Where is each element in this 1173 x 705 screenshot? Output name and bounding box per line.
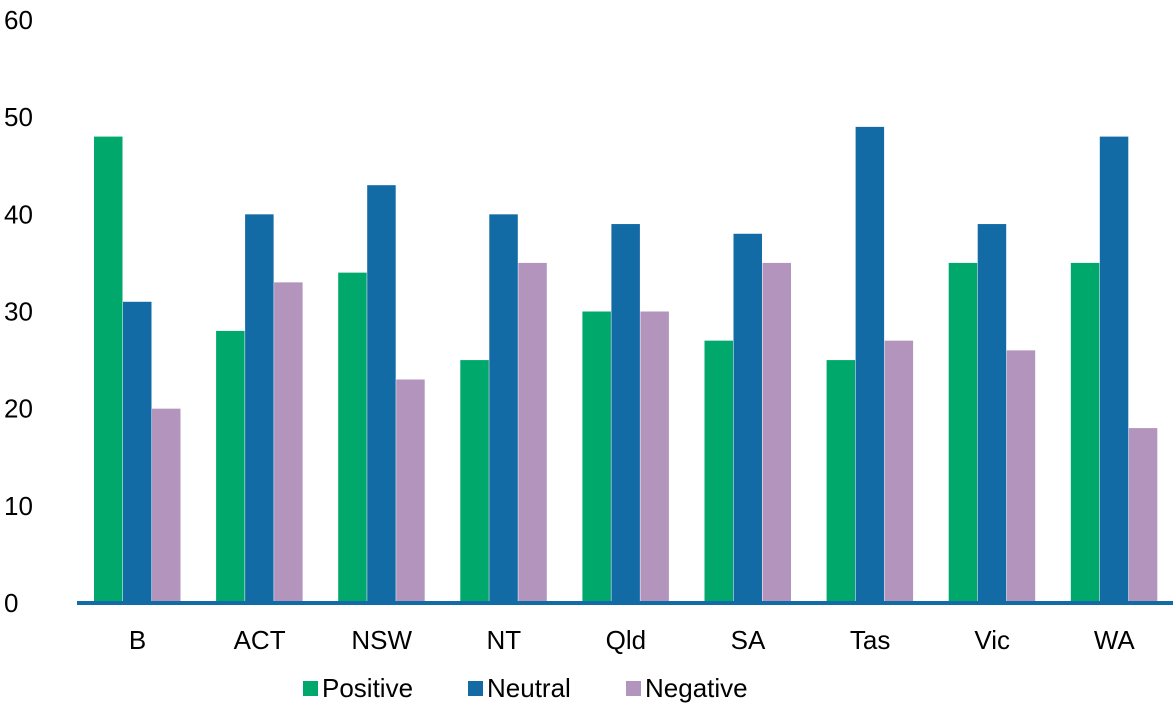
bar-neutral-tas: [855, 126, 885, 603]
y-axis-ticks: 0 10 20 30 40 50 60: [4, 5, 33, 618]
legend-item-positive: Positive: [303, 673, 413, 703]
bar-negative-act: [274, 282, 303, 603]
legend-swatch: [626, 681, 641, 696]
bar-negative-nt: [518, 262, 547, 603]
legend-swatch: [468, 681, 483, 696]
y-tick-label: 60: [4, 5, 33, 35]
bar-neutral-nsw: [367, 185, 396, 603]
y-tick-label: 10: [4, 491, 33, 521]
legend-label: Positive: [322, 673, 413, 703]
legend-label: Neutral: [487, 673, 571, 703]
y-tick-label: 50: [4, 102, 33, 132]
bar-positive-b: [94, 136, 123, 603]
bars: [94, 126, 1158, 604]
bar-positive-qld: [582, 311, 611, 603]
y-tick-label: 0: [4, 588, 18, 618]
bar-positive-wa: [1070, 262, 1100, 603]
bar-neutral-b: [123, 301, 152, 603]
legend-item-negative: Negative: [626, 673, 748, 703]
bar-negative-tas: [884, 340, 914, 603]
x-tick-label: Tas: [850, 625, 890, 655]
x-tick-label: Qld: [606, 625, 646, 655]
bar-negative-vic: [1006, 350, 1036, 603]
legend-swatch: [303, 681, 318, 696]
y-tick-label: 20: [4, 394, 33, 424]
x-tick-label: ACT: [234, 625, 286, 655]
bar-neutral-nt: [489, 214, 518, 604]
bar-negative-wa: [1128, 428, 1158, 603]
x-tick-label: B: [129, 625, 146, 655]
bar-neutral-act: [245, 214, 274, 604]
bar-positive-vic: [948, 262, 978, 603]
bar-negative-nsw: [396, 379, 425, 603]
bar-positive-act: [216, 330, 245, 603]
bar-positive-sa: [704, 340, 733, 603]
legend-item-neutral: Neutral: [468, 673, 571, 703]
x-axis-ticks: B ACT NSW NT Qld SA Tas Vic WA: [129, 625, 1136, 655]
bar-neutral-qld: [611, 224, 640, 604]
y-tick-label: 40: [4, 199, 33, 229]
x-tick-label: WA: [1094, 625, 1136, 655]
x-tick-label: NSW: [351, 625, 412, 655]
bar-negative-qld: [640, 311, 669, 603]
bar-negative-b: [152, 408, 181, 603]
y-tick-label: 30: [4, 297, 33, 327]
x-tick-label: Vic: [974, 625, 1010, 655]
bar-positive-nt: [460, 360, 489, 603]
bar-positive-tas: [826, 360, 856, 603]
x-tick-label: SA: [731, 625, 766, 655]
legend: Positive Neutral Negative: [303, 673, 748, 703]
legend-label: Negative: [645, 673, 748, 703]
bar-neutral-wa: [1099, 136, 1129, 603]
x-tick-label: NT: [486, 625, 521, 655]
bar-negative-sa: [762, 262, 791, 603]
bar-positive-nsw: [338, 272, 367, 603]
bar-neutral-vic: [977, 224, 1007, 604]
bar-neutral-sa: [733, 233, 762, 603]
